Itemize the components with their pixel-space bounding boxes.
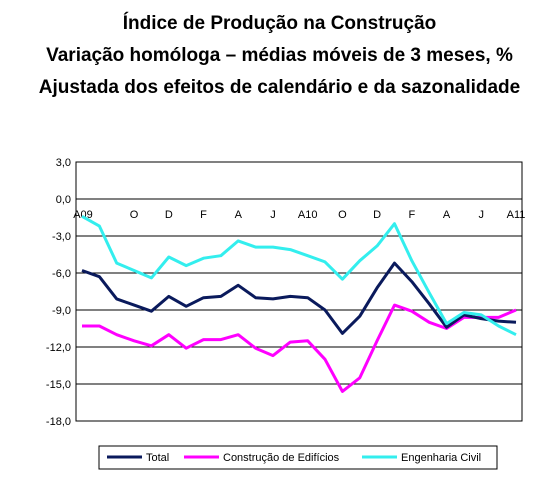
x-tick-label: A (235, 209, 243, 221)
legend: Total Construção de Edifícios Engenharia… (98, 445, 498, 470)
x-tick-label: A10 (298, 209, 318, 221)
legend-label-total: Total (146, 452, 169, 464)
x-tick-label: D (373, 209, 381, 221)
series-line (81, 261, 517, 335)
y-tick-label: 3,0 (56, 157, 71, 169)
y-tick-label: -12,0 (46, 342, 71, 354)
x-tick-label: F (408, 209, 415, 221)
x-tick-label: A11 (507, 209, 526, 221)
series-line (81, 214, 517, 337)
series-lines (81, 214, 517, 393)
y-tick-label: -15,0 (46, 379, 71, 391)
y-tick-label: -3,0 (52, 231, 71, 243)
legend-label-edificios: Construção de Edifícios (223, 452, 340, 464)
x-tick-label: D (165, 209, 173, 221)
x-tick-label: O (338, 209, 347, 221)
x-axis-ticks: A09 O D F A J A10 O D F A J A11 (73, 209, 525, 221)
legend-box (98, 445, 498, 470)
chart-subtitle-2: Ajustada dos efeitos de calendário e da … (38, 77, 521, 98)
y-tick-label: 0,0 (56, 194, 71, 206)
x-tick-label: O (130, 209, 139, 221)
series-line (82, 303, 517, 393)
y-tick-label: -6,0 (52, 268, 71, 280)
y-tick-label: -9,0 (52, 305, 71, 317)
chart-title: Índice de Produção na Construção (122, 13, 437, 34)
chart-title-block: Índice de Produção na Construção Variaçã… (0, 8, 559, 104)
chart-subtitle: Variação homóloga – médias móveis de 3 m… (46, 45, 513, 66)
x-tick-label: J (479, 209, 485, 221)
x-tick-label: A (443, 209, 451, 221)
legend-label-engenharia: Engenharia Civil (401, 452, 481, 464)
x-tick-label: F (200, 209, 207, 221)
y-axis-ticks: 3,0 0,0 -3,0 -6,0 -9,0 -12,0 -15,0 -18,0 (46, 157, 71, 428)
y-tick-label: -18,0 (46, 416, 71, 428)
plot-frame (75, 161, 523, 422)
gridlines (76, 198, 522, 385)
x-tick-label: J (270, 209, 276, 221)
